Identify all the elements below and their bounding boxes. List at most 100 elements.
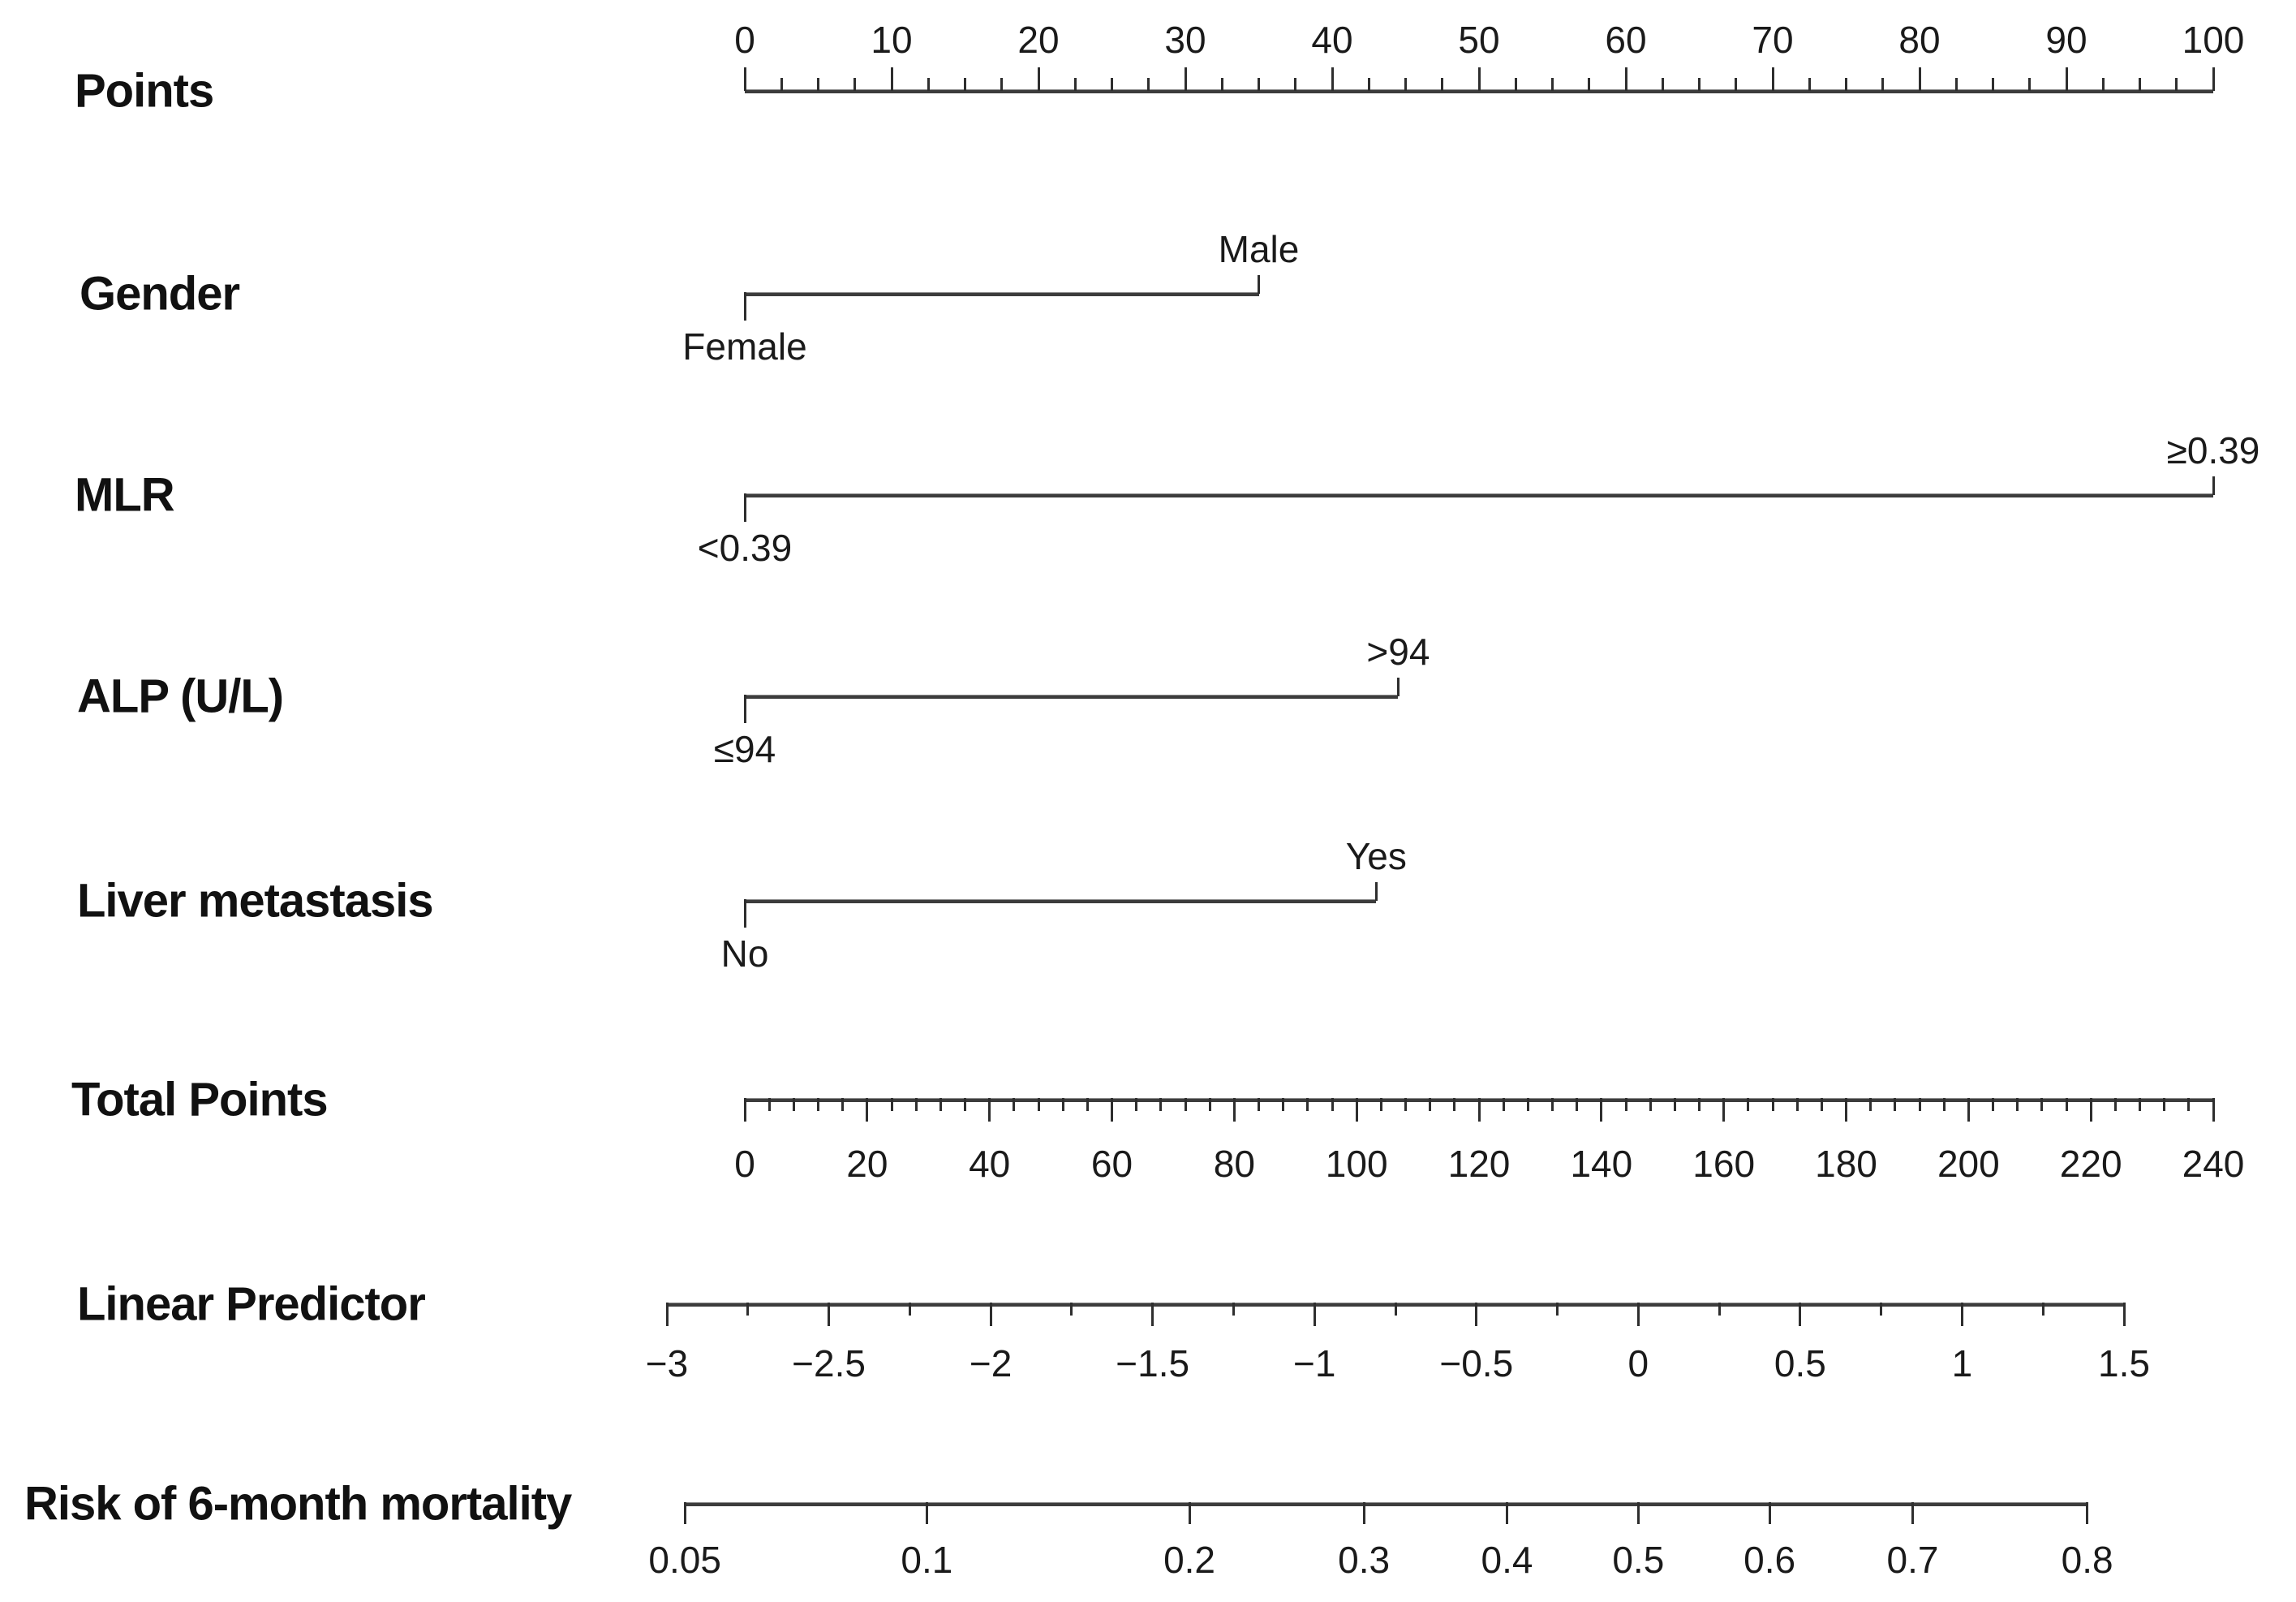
total-tick-label: 200: [1937, 1143, 2000, 1185]
total-tick: [1404, 1098, 1407, 1111]
risk-tick-label: 0.05: [648, 1539, 721, 1581]
total-tick: [1159, 1098, 1163, 1111]
points-tick-label: 50: [1458, 19, 1500, 61]
alp-tick: [1396, 678, 1400, 696]
lp-tick: [1070, 1303, 1073, 1316]
points-tick: [964, 78, 966, 91]
points-tick: [2175, 78, 2178, 91]
alp-line: [745, 695, 1399, 699]
liver-category-label: Yes: [1345, 835, 1407, 877]
mlr-tick: [2212, 476, 2215, 495]
mlr-tick: [743, 493, 746, 522]
total-tick-label: 240: [2182, 1143, 2245, 1185]
row-label-liver: Liver metastasis: [77, 874, 434, 928]
total-tick-label: 40: [969, 1143, 1011, 1185]
points-tick: [1698, 78, 1701, 91]
total-tick: [1135, 1098, 1138, 1111]
points-tick: [1881, 78, 1885, 91]
total-tick: [988, 1098, 991, 1122]
total-tick: [1673, 1098, 1676, 1111]
row-label-risk: Risk of 6-month mortality: [24, 1477, 572, 1531]
points-tick-label: 20: [1017, 19, 1060, 61]
lp-tick: [2122, 1303, 2126, 1326]
lp-tick: [1880, 1303, 1883, 1316]
risk-tick: [1768, 1502, 1771, 1524]
total-tick: [2040, 1098, 2044, 1111]
points-tick: [1477, 67, 1481, 91]
points-tick-label: 100: [2182, 19, 2245, 61]
lp-tick-label: −2.5: [792, 1342, 866, 1385]
lp-tick: [1556, 1303, 1559, 1316]
total-tick-label: 180: [1815, 1143, 1877, 1185]
row-label-points: Points: [75, 64, 214, 118]
lp-tick: [1960, 1303, 1963, 1326]
gender-tick: [743, 292, 746, 321]
risk-tick-label: 0.8: [2061, 1539, 2113, 1581]
points-tick: [1661, 78, 1664, 91]
lp-tick: [1151, 1303, 1154, 1326]
risk-axis-line: [685, 1502, 2087, 1506]
liver-tick: [743, 899, 746, 928]
points-tick: [1147, 78, 1150, 91]
total-tick: [1111, 1098, 1113, 1122]
row-label-mlr: MLR: [75, 468, 175, 522]
total-tick: [964, 1098, 966, 1111]
points-tick: [743, 67, 746, 91]
points-tick-label: 70: [1752, 19, 1794, 61]
points-tick: [1073, 78, 1077, 91]
risk-tick: [925, 1502, 928, 1524]
points-tick: [1771, 67, 1774, 91]
total-tick: [1208, 1098, 1211, 1111]
lp-tick-label: −1: [1292, 1342, 1336, 1385]
gender-category-label: Female: [682, 325, 807, 368]
total-tick: [1526, 1098, 1529, 1111]
total-tick: [1258, 1098, 1260, 1111]
total-tick: [1698, 1098, 1701, 1111]
total-tick: [1992, 1098, 1994, 1111]
total-tick-label: 60: [1090, 1143, 1133, 1185]
total-tick: [914, 1098, 918, 1111]
points-tick: [2028, 78, 2032, 91]
liver-line: [745, 899, 1377, 903]
total-tick-label: 0: [734, 1143, 755, 1185]
points-tick: [1404, 78, 1407, 91]
gender-line: [745, 292, 1259, 296]
total-tick: [1232, 1098, 1236, 1122]
total-tick: [2212, 1098, 2215, 1122]
lp-tick: [1475, 1303, 1478, 1326]
total-tick: [2163, 1098, 2166, 1111]
total-tick: [1013, 1098, 1016, 1111]
lp-tick: [989, 1303, 992, 1326]
risk-tick: [2086, 1502, 2089, 1524]
total-tick: [841, 1098, 845, 1111]
points-tick: [2212, 67, 2215, 91]
total-tick: [890, 1098, 893, 1111]
lp-tick: [1636, 1303, 1640, 1326]
points-tick: [1551, 78, 1554, 91]
total-tick: [792, 1098, 795, 1111]
lp-tick: [746, 1303, 750, 1316]
lp-tick-label: −0.5: [1439, 1342, 1514, 1385]
lp-tick-label: 0: [1627, 1342, 1649, 1385]
total-tick: [1869, 1098, 1872, 1111]
points-tick: [2139, 78, 2141, 91]
total-tick: [1061, 1098, 1064, 1111]
liver-tick: [1374, 882, 1378, 901]
total-tick-label: 160: [1692, 1143, 1756, 1185]
risk-tick: [1188, 1502, 1191, 1524]
points-tick: [1441, 78, 1444, 91]
risk-tick-label: 0.2: [1163, 1539, 1216, 1581]
points-tick-label: 40: [1311, 19, 1353, 61]
lp-tick: [1313, 1303, 1316, 1326]
total-tick-label: 220: [2059, 1143, 2122, 1185]
lp-tick: [828, 1303, 831, 1326]
points-tick: [2065, 67, 2068, 91]
total-tick: [1037, 1098, 1040, 1111]
points-tick: [1184, 67, 1187, 91]
total-tick: [817, 1098, 819, 1111]
mlr-category-label: ≥0.39: [2166, 429, 2260, 472]
total-tick: [2113, 1098, 2117, 1111]
lp-tick-label: 0.5: [1774, 1342, 1826, 1385]
points-tick: [1037, 67, 1040, 91]
